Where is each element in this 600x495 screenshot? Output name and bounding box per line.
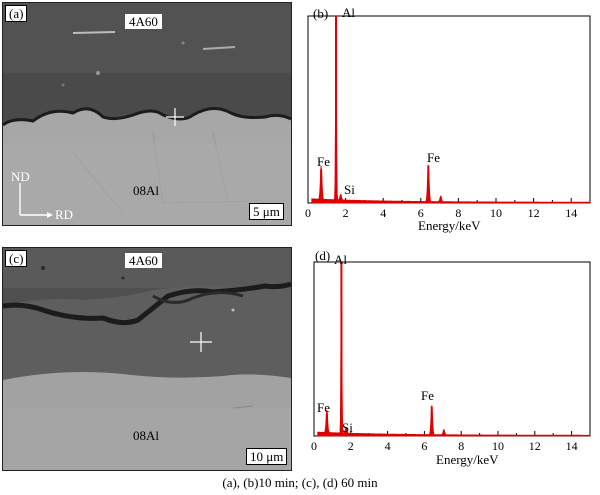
eds-b-axes-frame <box>307 15 591 204</box>
eds-d-x-tick-label-7: 14 <box>566 439 578 453</box>
eds-chart-d: 0 2 4 6 8 10 12 14 <box>311 261 591 453</box>
peak-label-fe-high-b: Fe <box>427 150 440 165</box>
scale-bar-label-a: 5 μm <box>253 204 280 220</box>
panel-label-d: (d) <box>315 248 331 263</box>
material-label-bottom-a: 08Al <box>133 183 159 198</box>
sem-image-a-graphic <box>3 3 291 225</box>
eds-d-x-tick-label-6: 12 <box>529 439 541 453</box>
figure-caption: (a), (b)10 min; (c), (d) 60 min <box>222 475 378 490</box>
material-label-bottom-c: 08Al <box>133 428 159 443</box>
eds-d-axes-frame <box>313 261 591 437</box>
scale-bar-c: 10 μm <box>246 448 288 465</box>
eds-b-x-tick-label-2: 4 <box>380 206 386 220</box>
axis-label-rd: RD <box>55 207 74 222</box>
eds-b-x-tick-label-3: 6 <box>418 206 424 220</box>
eds-b-x-tick-label-6: 12 <box>528 206 540 220</box>
material-label-top-c: 4A60 <box>125 253 162 268</box>
peak-label-fe-low-b: Fe <box>317 154 330 169</box>
eds-d-x-tick-label-5: 10 <box>492 439 504 453</box>
peak-label-si-b: Si <box>344 182 355 197</box>
peak-label-al-b: Al <box>342 5 355 20</box>
eds-b-x-tick-label-1: 2 <box>343 206 349 220</box>
scale-bar-label-c: 10 μm <box>250 449 284 465</box>
eds-d-x-tick-label-2: 4 <box>385 439 391 453</box>
eds-d-x-tick-label-4: 8 <box>458 439 464 453</box>
eds-spectrum-b: (b) 0 2 4 6 8 10 12 14 Al Fe Si Fe Energy/keV <box>300 2 598 236</box>
peak-label-fe-high-d: Fe <box>421 388 434 403</box>
eds-b-spectrum-area <box>311 20 591 204</box>
eds-d-x-tick-label-0: 0 <box>311 439 317 453</box>
eds-d-x-tick-label-1: 2 <box>348 439 354 453</box>
eds-b-x-tick-label-4: 8 <box>455 206 461 220</box>
sem-image-a: (a) 4A60 08Al ND RD 5 μm <box>2 2 292 226</box>
peak-label-si-d: Si <box>342 420 353 435</box>
eds-d-spectrum-area <box>317 266 591 437</box>
eds-spectrum-d: (d) 0 2 4 6 8 10 12 14 Al Fe Si Fe Energy/keV <box>290 246 598 472</box>
material-label-top-a: 4A60 <box>125 14 162 29</box>
x-axis-label-b: Energy/keV <box>418 218 481 233</box>
eds-chart-b: 0 2 4 6 8 10 12 14 <box>305 15 591 220</box>
peak-label-al-d: Al <box>334 252 347 267</box>
sem-image-c-graphic <box>3 248 291 470</box>
peak-label-fe-low-d: Fe <box>317 400 330 415</box>
panel-label-b: (b) <box>313 6 329 21</box>
x-axis-label-d: Energy/keV <box>436 452 499 467</box>
eds-b-x-tick-label-5: 10 <box>490 206 502 220</box>
axis-label-nd: ND <box>11 169 30 184</box>
panel-label-a: (a) <box>5 5 28 22</box>
sem-image-c: (c) 4A60 08Al 10 μm <box>2 247 292 471</box>
scale-bar-a: 5 μm <box>249 203 284 220</box>
eds-d-x-tick-label-3: 6 <box>421 439 427 453</box>
panel-label-c: (c) <box>5 250 28 267</box>
eds-b-x-tick-label-0: 0 <box>305 206 311 220</box>
eds-b-x-tick-label-7: 14 <box>565 206 577 220</box>
